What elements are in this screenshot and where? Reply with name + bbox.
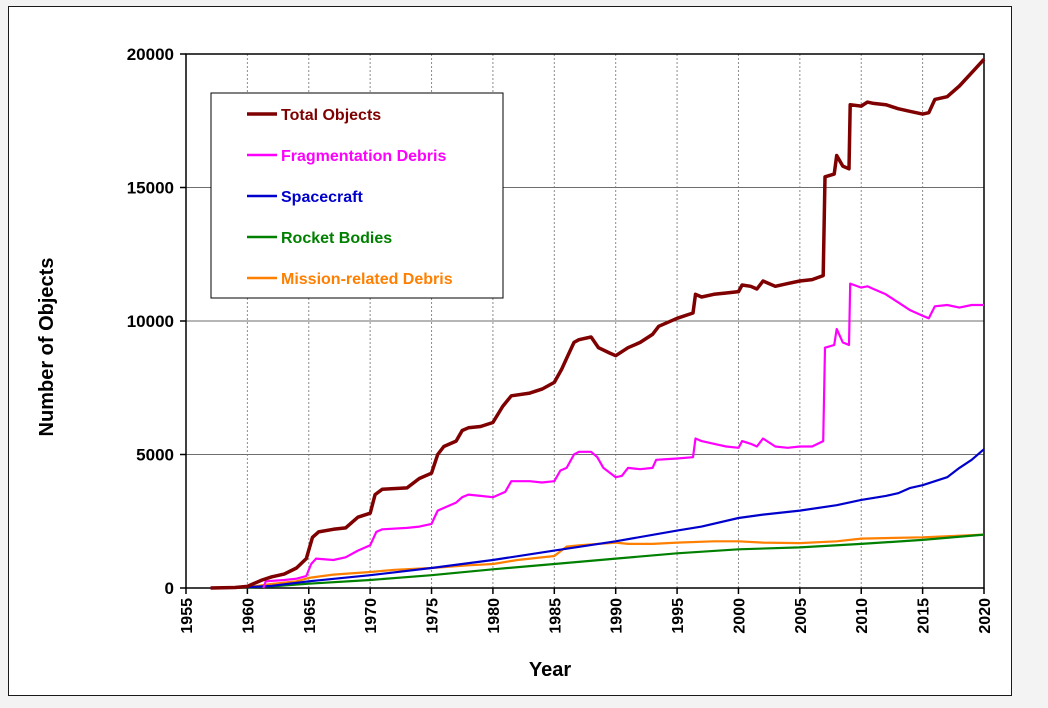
x-tick-label: 1955 bbox=[179, 598, 196, 634]
series-line-fragmentation-debris bbox=[262, 282, 984, 589]
legend-label-total-objects: Total Objects bbox=[281, 107, 381, 124]
line-chart: 0 5000 10000 15000 20000 1955 1960 1965 1970 197… bbox=[36, 45, 994, 681]
x-tick-label: 1975 bbox=[425, 598, 442, 634]
series-lines bbox=[210, 58, 986, 590]
x-tick-label: 1970 bbox=[363, 598, 380, 634]
x-tick-label: 1990 bbox=[609, 598, 626, 634]
x-tick-label: 2020 bbox=[977, 598, 994, 634]
legend: Total Objects Fragmentation Debris Spacecr… bbox=[210, 92, 504, 299]
x-tick-label: 1965 bbox=[302, 598, 319, 634]
y-tick-label: 0 bbox=[165, 579, 174, 598]
legend-label-mission-related-debris: Mission-related Debris bbox=[281, 271, 453, 288]
x-tick-label: 1985 bbox=[547, 598, 564, 634]
y-tick-label: 20000 bbox=[127, 45, 174, 64]
y-axis-title: Number of Objects bbox=[36, 258, 58, 437]
y-axis-ticks: 0 5000 10000 15000 20000 bbox=[127, 45, 186, 598]
series-line-rocket-bodies bbox=[210, 533, 985, 590]
x-tick-label: 2005 bbox=[793, 598, 810, 634]
x-tick-label: 1995 bbox=[670, 598, 687, 634]
x-axis-title: Year bbox=[529, 659, 571, 681]
x-axis-ticks: 1955 1960 1965 1970 1975 1980 1985 1990 1995 2000… bbox=[179, 588, 994, 634]
legend-label-spacecraft: Spacecraft bbox=[281, 189, 363, 206]
y-tick-label: 5000 bbox=[136, 446, 174, 465]
chart-frame: 0 5000 10000 15000 20000 1955 1960 1965 1970 197… bbox=[8, 6, 1012, 696]
legend-label-rocket-bodies: Rocket Bodies bbox=[281, 230, 392, 247]
legend-label-fragmentation-debris: Fragmentation Debris bbox=[281, 148, 446, 165]
y-tick-label: 10000 bbox=[127, 312, 174, 331]
x-tick-label: 1960 bbox=[240, 598, 257, 634]
x-tick-label: 2000 bbox=[731, 598, 748, 634]
y-tick-label: 15000 bbox=[127, 179, 174, 198]
x-tick-label: 1980 bbox=[486, 598, 503, 634]
x-tick-label: 2015 bbox=[916, 598, 933, 634]
x-tick-label: 2010 bbox=[854, 598, 871, 634]
series-line-mission-related-debris bbox=[210, 533, 985, 590]
series-line-total-objects bbox=[210, 58, 986, 590]
series-line-spacecraft bbox=[210, 448, 985, 590]
